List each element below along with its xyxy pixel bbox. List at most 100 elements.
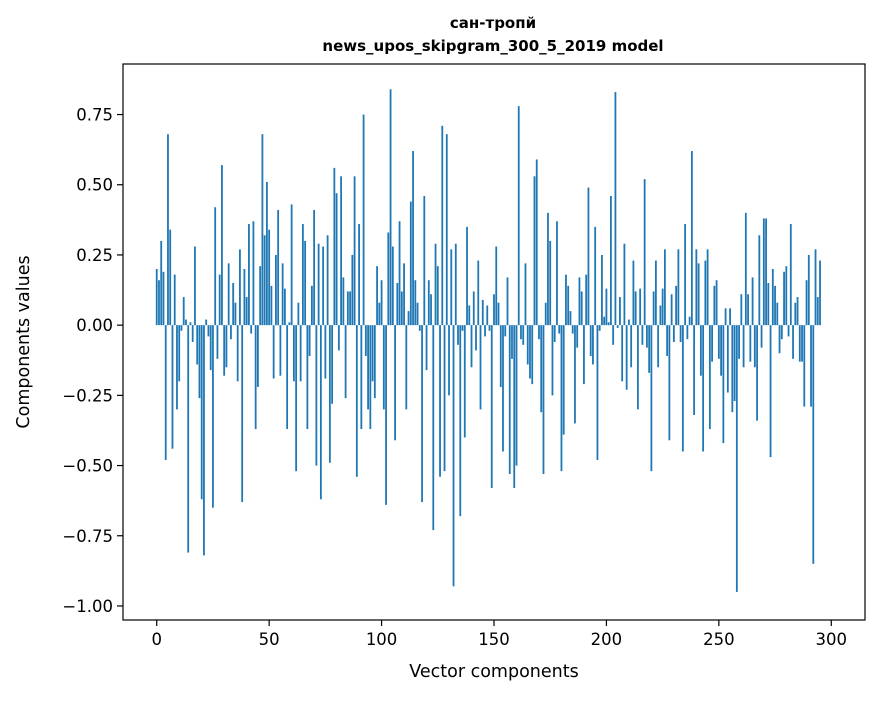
bar <box>328 325 331 463</box>
y-tick-label: −0.50 <box>62 457 113 476</box>
bar <box>819 260 821 326</box>
x-tick-label: 50 <box>259 630 280 649</box>
bar <box>443 325 446 472</box>
bar <box>816 297 819 326</box>
bar <box>486 305 489 326</box>
bar <box>789 224 792 326</box>
bar <box>778 325 781 354</box>
bar <box>373 325 376 399</box>
bar <box>711 325 713 362</box>
bar <box>547 212 549 326</box>
bar <box>659 305 662 326</box>
bar <box>281 263 284 326</box>
bar <box>502 325 504 452</box>
bar <box>403 263 405 326</box>
bar <box>668 325 671 441</box>
bar <box>526 325 529 365</box>
bar <box>158 280 160 326</box>
bar <box>533 176 536 326</box>
bar <box>493 294 495 326</box>
bar <box>286 325 289 430</box>
bar <box>198 325 201 399</box>
bar <box>261 134 264 326</box>
bar <box>275 254 277 326</box>
bar <box>720 325 722 376</box>
bar <box>187 325 190 553</box>
bar <box>385 325 387 505</box>
bar <box>740 294 743 326</box>
bar <box>387 232 390 326</box>
bar <box>810 325 812 407</box>
bar <box>266 181 268 326</box>
bar <box>661 288 664 326</box>
bar <box>452 325 455 587</box>
bar <box>574 325 576 424</box>
bar <box>178 325 181 382</box>
bar <box>540 325 543 413</box>
bar <box>614 92 617 326</box>
bar <box>394 325 396 441</box>
bar <box>812 325 815 564</box>
bar <box>488 325 491 331</box>
bar <box>196 325 199 365</box>
bar <box>637 325 639 410</box>
bar <box>292 325 295 382</box>
y-tick-label: −0.25 <box>62 386 113 405</box>
bar <box>738 325 740 359</box>
bar <box>416 302 419 326</box>
bar <box>425 325 428 371</box>
bar <box>396 283 399 326</box>
bar <box>783 271 785 326</box>
x-tick-label: 250 <box>703 630 735 649</box>
bar <box>216 325 219 359</box>
bar <box>801 325 803 362</box>
bar <box>263 235 266 326</box>
bar <box>268 229 271 326</box>
bar <box>583 325 585 385</box>
bar <box>349 291 351 326</box>
bar <box>295 325 298 472</box>
bar <box>529 325 531 379</box>
bar <box>479 325 482 410</box>
bar <box>571 325 574 334</box>
bar <box>726 325 729 393</box>
bar <box>497 302 500 326</box>
bar <box>729 308 731 326</box>
bar <box>490 325 493 489</box>
bar <box>735 325 738 592</box>
x-axis-label: Vector components <box>409 662 578 682</box>
bar <box>663 249 666 326</box>
bar <box>632 260 635 326</box>
bar <box>580 291 583 326</box>
bar <box>558 325 561 334</box>
bar <box>758 235 761 326</box>
bar <box>380 280 383 326</box>
bar <box>454 243 457 326</box>
x-tick-label: 200 <box>591 630 623 649</box>
bar <box>288 322 291 326</box>
bar <box>792 325 794 359</box>
y-tick-label: −0.75 <box>62 527 113 546</box>
bar <box>248 224 250 326</box>
bar <box>207 325 210 337</box>
bar <box>162 271 165 326</box>
bar <box>398 221 401 326</box>
bar <box>221 165 223 326</box>
bar <box>223 325 226 376</box>
bar <box>423 195 426 326</box>
bar <box>351 254 354 326</box>
bar <box>524 263 527 326</box>
bar <box>436 266 439 326</box>
bar <box>310 285 313 326</box>
bar <box>243 268 246 326</box>
bar <box>194 246 196 326</box>
bar <box>205 319 208 326</box>
bar <box>753 325 756 368</box>
bar <box>358 224 360 326</box>
bar <box>495 246 498 326</box>
x-tick-label: 100 <box>366 630 398 649</box>
bar <box>160 240 163 326</box>
bar <box>360 325 363 430</box>
bar <box>252 221 255 326</box>
